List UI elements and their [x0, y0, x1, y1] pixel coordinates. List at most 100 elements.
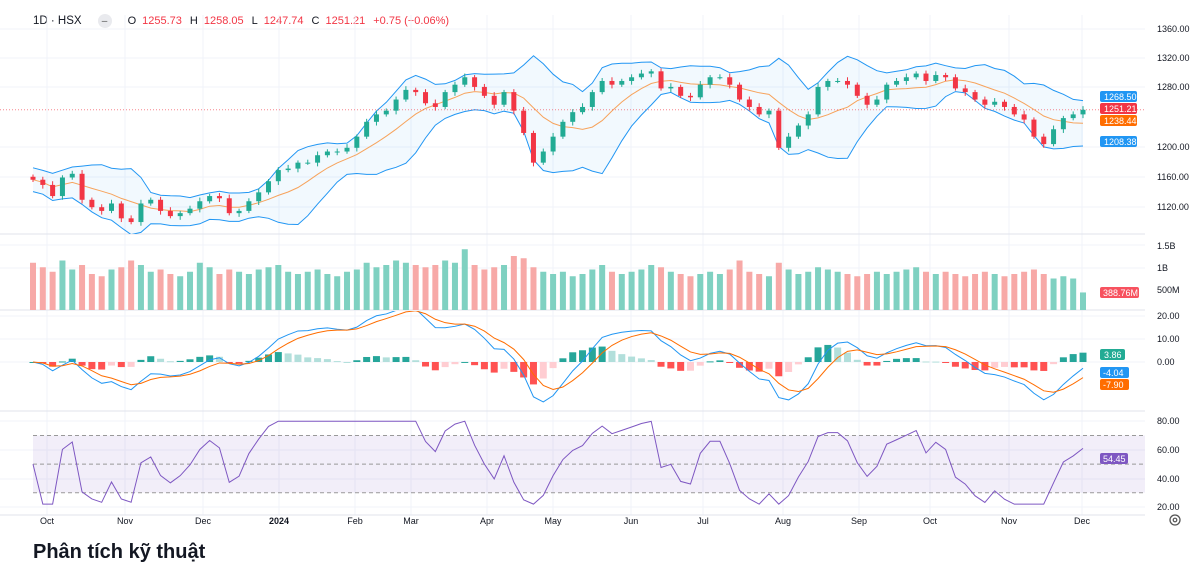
macd-histogram-bar — [726, 362, 734, 363]
volume-bar — [363, 262, 370, 310]
macd-histogram-bar — [500, 362, 508, 369]
candle-body — [59, 177, 65, 197]
macd-histogram-bar — [647, 360, 655, 362]
time-tick: Feb — [347, 516, 363, 526]
macd-histogram-bar — [559, 358, 567, 362]
candle-body — [50, 184, 56, 197]
volume-bar — [913, 267, 920, 310]
bb-upper-tag-bg — [1100, 91, 1137, 102]
volume-bar — [805, 271, 812, 310]
macd-histogram-bar — [490, 362, 498, 373]
volume-bar — [510, 256, 517, 310]
candle-body — [825, 80, 831, 87]
macd-histogram-bar — [176, 360, 184, 362]
volume-bar — [883, 274, 890, 310]
volume-bar — [501, 265, 508, 310]
candle-body — [599, 80, 605, 93]
volume-bar — [608, 271, 615, 310]
candle-body — [609, 80, 615, 85]
time-tick: Aug — [775, 516, 791, 526]
candle-body — [1070, 114, 1076, 119]
candle-body — [589, 92, 595, 107]
bollinger-lower-line — [32, 91, 1084, 234]
candle-body — [992, 101, 998, 105]
symbol-interval[interactable]: 1D · HSX — [33, 15, 82, 27]
macd-histogram-bar — [78, 362, 86, 366]
volume-bar — [658, 267, 665, 310]
high-label: H — [189, 15, 198, 27]
candle-body — [727, 77, 733, 85]
volume-bar — [187, 271, 194, 310]
macd-histogram-bar — [98, 362, 106, 370]
candle-body — [452, 84, 458, 93]
candle-body — [874, 99, 880, 105]
candle-body — [717, 77, 723, 79]
volume-bar — [79, 265, 86, 310]
candle-body — [678, 86, 684, 96]
macd-histogram-bar — [206, 355, 214, 362]
candle-body — [530, 132, 536, 163]
collapse-legend-icon[interactable]: – — [97, 14, 112, 28]
candle-body — [1031, 119, 1037, 137]
volume-bar — [1021, 271, 1028, 310]
candle-body — [324, 151, 330, 156]
volume-bar — [726, 269, 733, 310]
axes: 1360.00 1320.00 1280.00 1200.00 1160.00 … — [1157, 24, 1190, 512]
volume-bar — [1030, 269, 1037, 310]
macd-histogram-bar — [951, 362, 959, 367]
last-value-tags: 1268.50 1251.21 1238.44 1208.38 388.76M … — [1100, 91, 1139, 464]
candle-body — [1021, 114, 1027, 120]
macd-histogram-bar — [765, 362, 773, 369]
macd-histogram-bar — [745, 362, 753, 371]
volume-bar — [59, 260, 66, 310]
settings-gear-icon[interactable] — [1169, 514, 1181, 526]
high-value: 1258.05 — [203, 15, 244, 27]
volume-bar — [206, 267, 213, 310]
macd-histogram-bar — [785, 362, 793, 372]
rsi-pane[interactable] — [32, 420, 1145, 505]
price-pane[interactable] — [0, 55, 1145, 235]
macd-histogram-bar — [824, 344, 832, 362]
candle-body — [864, 95, 870, 105]
volume-bar — [402, 262, 409, 310]
candle-body — [285, 168, 291, 171]
volume-bar — [844, 274, 851, 310]
volume-pane[interactable] — [30, 249, 1086, 310]
candle-body — [197, 201, 203, 209]
macd-histogram-bar — [157, 358, 165, 362]
candle-body — [79, 173, 85, 200]
candle-body — [30, 176, 36, 180]
volume-bar — [824, 269, 831, 310]
candle-body — [99, 207, 105, 211]
volume-bar — [118, 267, 125, 310]
candle-body — [795, 125, 801, 137]
macd-histogram-bar — [696, 362, 704, 366]
macd-histogram-bar — [510, 362, 518, 372]
macd-histogram-bar — [1079, 352, 1087, 362]
macd-tag: -4.04 — [1103, 368, 1124, 378]
candle-body — [167, 210, 173, 217]
macd-pane[interactable] — [29, 307, 1087, 403]
volume-bar — [873, 271, 880, 310]
volume-bar — [991, 274, 998, 310]
volume-tick: 1B — [1157, 263, 1168, 273]
candle-body — [776, 110, 782, 148]
candle-body — [344, 147, 350, 152]
chart-canvas[interactable]: 1360.00 1320.00 1280.00 1200.00 1160.00 … — [0, 0, 1200, 550]
volume-bar — [962, 276, 969, 310]
candle-body — [315, 155, 321, 163]
volume-bar — [746, 271, 753, 310]
time-axis[interactable]: Oct Nov Dec 2024 Feb Mar Apr May Jun Jul Aug Sep Oct… — [40, 516, 1091, 526]
macd-histogram-bar — [127, 362, 135, 367]
candle-body — [629, 77, 635, 81]
volume-bar — [569, 276, 576, 310]
volume-tag-bg — [1100, 287, 1139, 298]
price-tick: 1200.00 — [1157, 142, 1190, 152]
macd-histogram-bar — [569, 352, 577, 362]
volume-bar — [69, 269, 76, 310]
volume-bar — [1050, 278, 1057, 310]
candle-body — [177, 213, 183, 217]
candle-body — [923, 73, 929, 81]
macd-histogram-bar — [49, 362, 57, 367]
rsi-tag-bg — [1100, 453, 1128, 464]
